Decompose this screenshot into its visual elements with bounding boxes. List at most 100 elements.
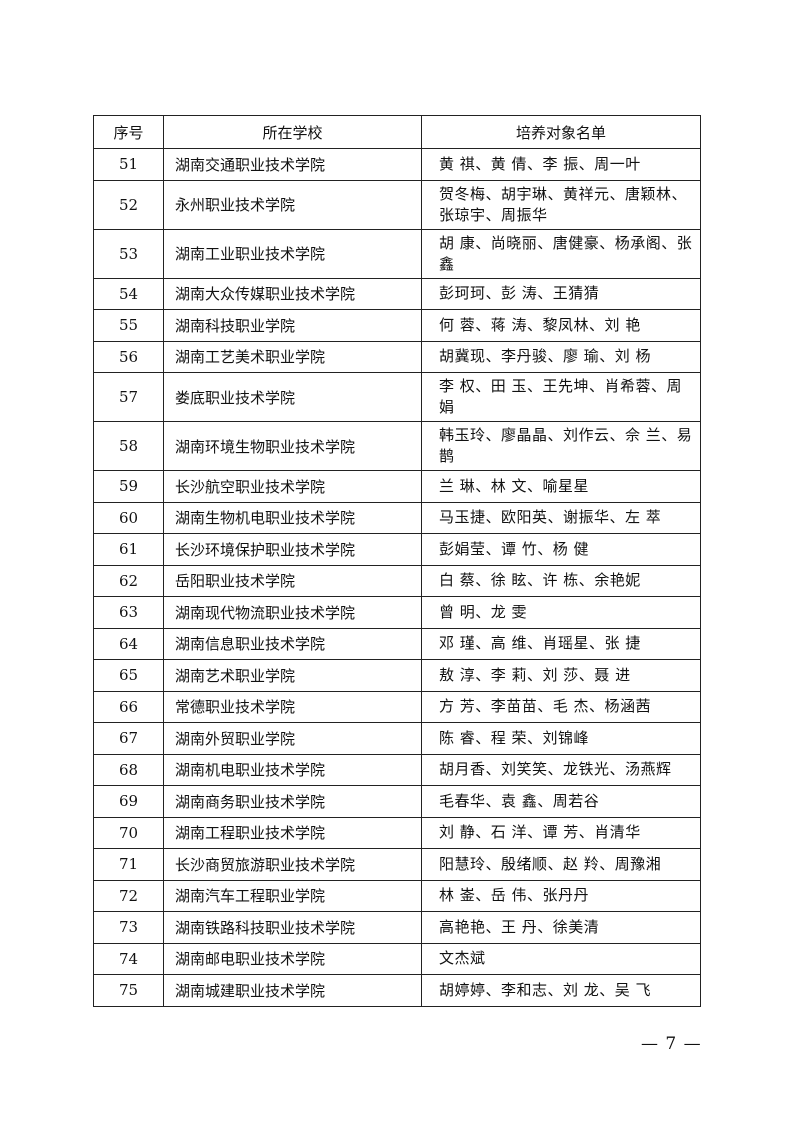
table-row: 62 岳阳职业技术学院白 蔡、徐 眩、许 栋、余艳妮 [93,564,701,597]
row-school: 长沙商贸旅游职业技术学院 [163,848,422,881]
trainee-list-table: 序号 所在学校 培养对象名单 51 湖南交通职业技术学院黄 祺、黄 倩、李 振、周… [93,115,701,1007]
row-school: 湖南环境生物职业技术学院 [163,421,422,471]
row-school: 娄底职业技术学院 [163,372,422,422]
row-index: 61 [93,533,164,566]
table-row: 51 湖南交通职业技术学院黄 祺、黄 倩、李 振、周一叶 [93,148,701,181]
header-names: 培养对象名单 [421,115,701,149]
row-school: 湖南汽车工程职业学院 [163,879,422,912]
row-index: 68 [93,753,164,786]
table-row: 59 长沙航空职业技术学院兰 琳、林 文、喻星星 [93,470,701,503]
table-row: 70 湖南工程职业技术学院刘 静、石 洋、谭 芳、肖清华 [93,816,701,849]
header-school: 所在学校 [163,115,422,149]
row-names: 李 权、田 玉、王先坤、肖希蓉、周 娟 [421,372,701,422]
row-index: 67 [93,722,164,755]
row-school: 湖南科技职业学院 [163,309,422,342]
page-number: — 7 — [641,1034,702,1054]
row-school: 湖南邮电职业技术学院 [163,942,422,975]
table-row: 72 湖南汽车工程职业学院林 崟、岳 伟、张丹丹 [93,879,701,912]
row-names: 兰 琳、林 文、喻星星 [421,470,701,503]
table-row: 55 湖南科技职业学院何 蓉、蒋 涛、黎凤林、刘 艳 [93,309,701,342]
row-names: 林 崟、岳 伟、张丹丹 [421,879,701,912]
row-names: 方 芳、李苗苗、毛 杰、杨涵茜 [421,690,701,723]
table-row: 66 常德职业技术学院方 芳、李苗苗、毛 杰、杨涵茜 [93,690,701,723]
row-index: 54 [93,277,164,310]
header-index: 序号 [93,115,164,149]
row-names: 胡 康、尚晓丽、唐健豪、杨承阁、张 鑫 [421,228,701,279]
table-row: 57 娄底职业技术学院李 权、田 玉、王先坤、肖希蓉、周 娟 [93,372,701,422]
table-row: 68 湖南机电职业技术学院 胡月香、刘笑笑、龙铁光、汤燕辉 [93,753,701,786]
row-names: 敖 淳、李 莉、刘 莎、聂 进 [421,659,701,692]
table-row: 64 湖南信息职业技术学院邓 瑾、高 维、肖瑶星、张 捷 [93,627,701,660]
row-school: 岳阳职业技术学院 [163,564,422,597]
table-row: 71 长沙商贸旅游职业技术学院 阳慧玲、殷绪顺、赵 羚、周豫湘 [93,848,701,881]
table-row: 65 湖南艺术职业学院敖 淳、李 莉、刘 莎、聂 进 [93,659,701,692]
table-header-row: 序号 所在学校 培养对象名单 [93,115,701,149]
row-school: 湖南现代物流职业技术学院 [163,596,422,629]
row-school: 湖南艺术职业学院 [163,659,422,692]
table-row: 61 长沙环境保护职业技术学院 彭娟莹、谭 竹、杨 健 [93,533,701,566]
row-school: 湖南工程职业技术学院 [163,816,422,849]
row-names: 陈 睿、程 荣、刘锦峰 [421,722,701,755]
row-school: 湖南生物机电职业技术学院 [163,501,422,534]
row-index: 51 [93,148,164,181]
row-school: 湖南城建职业技术学院 [163,974,422,1007]
table-row: 52 永州职业技术学院 贺冬梅、胡宇琳、黄祥元、唐颖林、张琼宇、周振华 [93,179,701,230]
table-row: 75 湖南城建职业技术学院 胡婷婷、李和志、刘 龙、吴 飞 [93,974,701,1007]
row-school: 长沙航空职业技术学院 [163,470,422,503]
row-index: 69 [93,785,164,818]
row-index: 52 [93,179,164,230]
row-school: 湖南外贸职业学院 [163,722,422,755]
row-names: 胡冀现、李丹骏、廖 瑜、刘 杨 [421,340,701,373]
row-names: 白 蔡、徐 眩、许 栋、余艳妮 [421,564,701,597]
row-index: 64 [93,627,164,660]
row-index: 60 [93,501,164,534]
row-names: 高艳艳、王 丹、徐美清 [421,911,701,944]
row-school: 湖南工艺美术职业学院 [163,340,422,373]
row-names: 彭娟莹、谭 竹、杨 健 [421,533,701,566]
row-index: 59 [93,470,164,503]
row-index: 70 [93,816,164,849]
row-names: 贺冬梅、胡宇琳、黄祥元、唐颖林、张琼宇、周振华 [421,179,701,230]
row-school: 湖南铁路科技职业技术学院 [163,911,422,944]
row-names: 曾 明、龙 雯 [421,596,701,629]
row-names: 刘 静、石 洋、谭 芳、肖清华 [421,816,701,849]
row-school: 常德职业技术学院 [163,690,422,723]
row-index: 63 [93,596,164,629]
row-names: 黄 祺、黄 倩、李 振、周一叶 [421,148,701,181]
row-school: 湖南工业职业技术学院 [163,228,422,279]
table-row: 69 湖南商务职业技术学院 毛春华、袁 鑫、周若谷 [93,785,701,818]
row-index: 73 [93,911,164,944]
row-names: 马玉捷、欧阳英、谢振华、左 萃 [421,501,701,534]
table-row: 73 湖南铁路科技职业技术学院 高艳艳、王 丹、徐美清 [93,911,701,944]
row-school: 永州职业技术学院 [163,179,422,230]
row-names: 韩玉玲、廖晶晶、刘作云、佘 兰、易 鹊 [421,421,701,471]
table-row: 63 湖南现代物流职业技术学院曾 明、龙 雯 [93,596,701,629]
row-school: 湖南机电职业技术学院 [163,753,422,786]
table-row: 60 湖南生物机电职业技术学院 马玉捷、欧阳英、谢振华、左 萃 [93,501,701,534]
table-row: 58 湖南环境生物职业技术学院 韩玉玲、廖晶晶、刘作云、佘 兰、易 鹊 [93,421,701,471]
row-index: 71 [93,848,164,881]
row-names: 何 蓉、蒋 涛、黎凤林、刘 艳 [421,309,701,342]
row-school: 湖南大众传媒职业技术学院 [163,277,422,310]
row-names: 胡婷婷、李和志、刘 龙、吴 飞 [421,974,701,1007]
row-school: 湖南商务职业技术学院 [163,785,422,818]
row-school: 湖南交通职业技术学院 [163,148,422,181]
row-school: 湖南信息职业技术学院 [163,627,422,660]
row-index: 57 [93,372,164,422]
row-index: 72 [93,879,164,912]
table-row: 56 湖南工艺美术职业学院 胡冀现、李丹骏、廖 瑜、刘 杨 [93,340,701,373]
table-row: 74 湖南邮电职业技术学院 文杰斌 [93,942,701,975]
row-school: 长沙环境保护职业技术学院 [163,533,422,566]
row-index: 58 [93,421,164,471]
row-names: 彭珂珂、彭 涛、王猜猜 [421,277,701,310]
table-row: 53 湖南工业职业技术学院胡 康、尚晓丽、唐健豪、杨承阁、张 鑫 [93,228,701,279]
row-index: 55 [93,309,164,342]
row-names: 阳慧玲、殷绪顺、赵 羚、周豫湘 [421,848,701,881]
row-index: 74 [93,942,164,975]
row-index: 75 [93,974,164,1007]
row-index: 65 [93,659,164,692]
row-names: 文杰斌 [421,942,701,975]
row-index: 66 [93,690,164,723]
row-index: 56 [93,340,164,373]
table-row: 67 湖南外贸职业学院陈 睿、程 荣、刘锦峰 [93,722,701,755]
